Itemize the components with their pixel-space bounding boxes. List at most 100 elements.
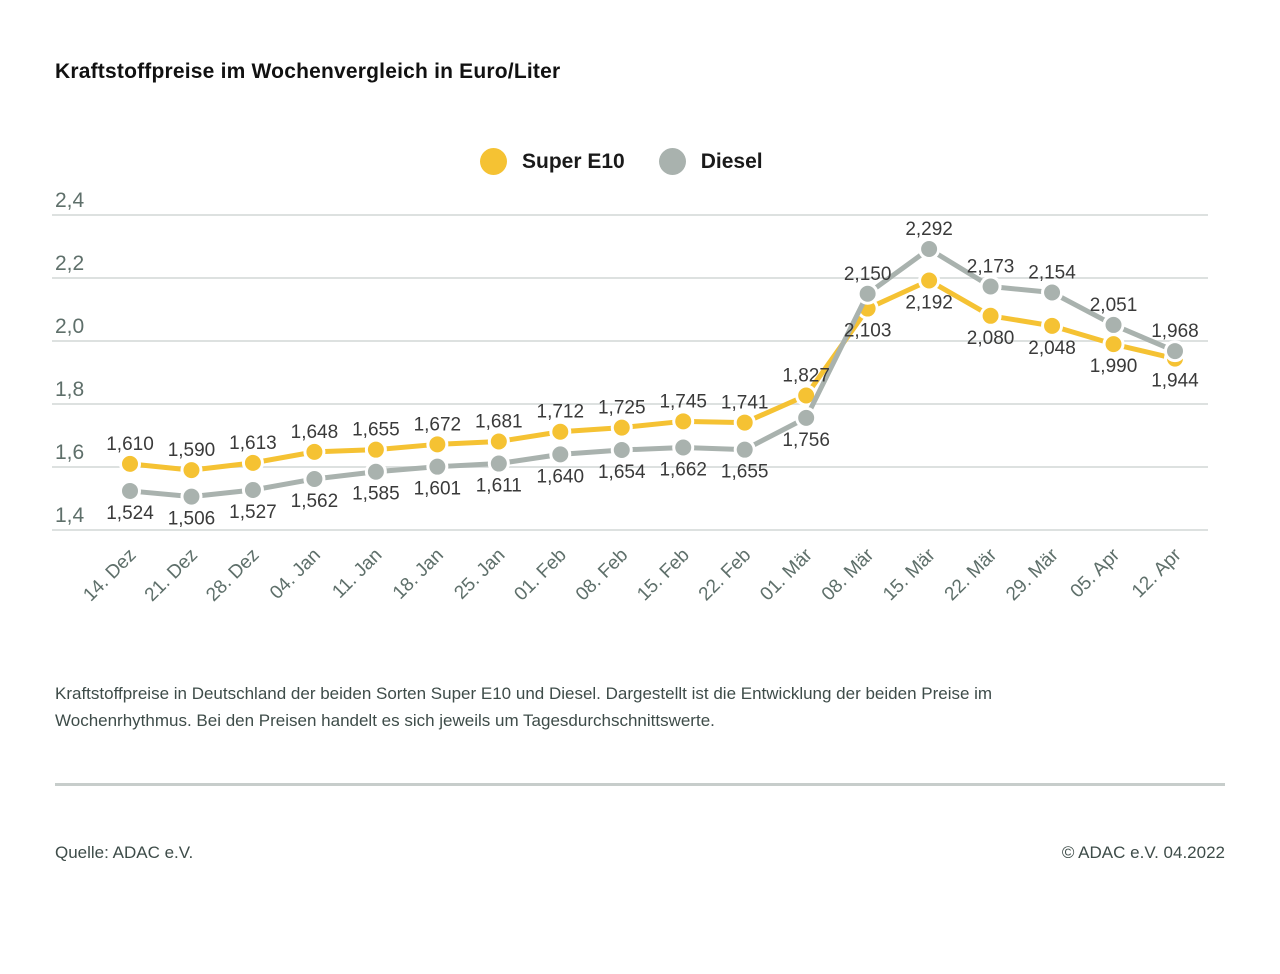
data-point-marker (733, 411, 756, 434)
data-point-marker (364, 438, 387, 461)
data-point-label: 1,681 (475, 411, 523, 432)
data-point-marker (487, 430, 510, 453)
data-point-label: 1,712 (537, 402, 585, 423)
copyright-note: © ADAC e.V. 04.2022 (1061, 843, 1225, 862)
x-axis-tick-label: 22. Mär (941, 544, 1002, 605)
x-axis-tick-label: 14. Dez (79, 545, 140, 606)
data-point-label: 1,745 (659, 391, 707, 412)
data-point-marker (549, 443, 572, 466)
caption-line-1: Kraftstoffpreise in Deutschland der beid… (55, 684, 993, 703)
data-point-marker (1041, 281, 1064, 304)
data-point-marker (241, 451, 264, 474)
x-axis-tick-label: 05. Apr (1067, 544, 1125, 602)
data-point-label: 2,192 (905, 293, 953, 314)
chart-caption: Kraftstoffpreise in Deutschland der beid… (55, 680, 1185, 734)
y-axis-tick-label: 1,6 (55, 441, 84, 464)
series-line (127, 246, 1178, 500)
data-point-marker (487, 452, 510, 475)
data-point-marker (918, 269, 941, 292)
legend-label-diesel: Diesel (700, 149, 763, 173)
data-point-marker (1102, 313, 1125, 336)
data-point-label: 2,080 (967, 328, 1015, 349)
data-point-label: 1,968 (1151, 321, 1199, 342)
x-axis-tick-label: 01. Mär (756, 544, 817, 605)
data-point-label: 2,051 (1090, 295, 1138, 316)
data-point-marker (119, 452, 141, 475)
data-point-marker (979, 275, 1002, 298)
data-point-marker (241, 478, 264, 501)
data-point-label: 2,154 (1028, 262, 1076, 283)
y-axis-tick-label: 2,2 (55, 252, 84, 275)
data-point-marker (180, 485, 203, 508)
data-point-marker (426, 455, 449, 478)
data-point-label: 1,640 (537, 466, 585, 487)
data-point-label: 1,611 (476, 476, 522, 497)
data-point-label: 2,292 (905, 219, 953, 240)
data-point-label: 1,527 (229, 502, 277, 523)
x-axis-tick-label: 04. Jan (266, 545, 325, 604)
legend-item-super-e10: Super E10 (480, 148, 625, 175)
x-axis-tick-label: 01. Feb (510, 545, 570, 605)
legend-label-super-e10: Super E10 (522, 149, 625, 173)
data-point-label: 1,944 (1151, 371, 1199, 392)
fuel-price-line-chart: 2,42,22,01,81,61,414. Dez 21. Dez 28. Dez 0… (52, 189, 1208, 606)
data-point-label: 1,613 (229, 433, 277, 454)
data-point-marker (119, 479, 141, 502)
data-point-label: 1,562 (291, 491, 339, 512)
data-point-label: 1,506 (168, 509, 216, 530)
y-axis-tick-label: 2,0 (55, 315, 84, 338)
x-axis-tick-label: 21. Dez (141, 545, 202, 606)
data-point-marker (1163, 340, 1186, 363)
data-point-label: 1,662 (659, 459, 707, 480)
data-point-label: 1,756 (782, 430, 830, 451)
data-point-label: 2,048 (1028, 338, 1076, 359)
data-point-label: 1,524 (106, 503, 154, 524)
data-point-label: 1,654 (598, 462, 646, 483)
page-title: Kraftstoffpreise im Wochenvergleich in E… (55, 60, 561, 83)
source-note: Quelle: ADAC e.V. (55, 843, 194, 862)
data-point-label: 1,648 (291, 422, 339, 443)
x-axis-tick-label: 15. Mär (879, 544, 940, 605)
x-axis-tick-label: 29. Mär (1002, 544, 1063, 605)
data-point-label: 1,655 (721, 462, 769, 483)
x-axis-tick-label: 08. Feb (572, 545, 632, 605)
data-point-label: 1,990 (1090, 356, 1138, 377)
data-point-marker (672, 436, 695, 459)
data-point-label: 1,741 (721, 393, 769, 414)
super-e10-dot-icon (480, 148, 507, 175)
chart-legend: Super E10 Diesel (480, 148, 763, 175)
x-axis-tick-label: 25. Jan (450, 545, 509, 604)
data-point-marker (303, 440, 326, 463)
data-point-marker (180, 459, 203, 482)
x-axis-tick-label: 08. Mär (818, 544, 879, 605)
data-point-label: 1,827 (782, 365, 830, 386)
data-point-marker (1102, 333, 1125, 356)
data-point-label: 2,103 (844, 321, 892, 342)
data-point-marker (795, 406, 818, 429)
data-point-marker (1041, 314, 1064, 337)
data-point-marker (672, 410, 695, 433)
data-point-label: 1,610 (106, 434, 154, 455)
data-point-marker (426, 433, 449, 456)
data-point-label: 1,672 (414, 414, 462, 435)
x-axis-tick-label: 15. Feb (633, 545, 693, 605)
data-point-marker (610, 416, 633, 439)
data-point-marker (918, 238, 941, 261)
data-point-marker (979, 304, 1002, 327)
data-point-marker (303, 467, 326, 490)
data-point-marker (549, 420, 572, 443)
data-point-marker (733, 438, 756, 461)
legend-item-diesel: Diesel (658, 148, 763, 175)
data-point-label: 2,173 (967, 257, 1015, 278)
footer-divider (55, 783, 1225, 786)
y-axis-tick-label: 1,8 (55, 378, 84, 401)
series-line (127, 278, 1178, 473)
data-point-marker (610, 438, 633, 461)
x-axis-tick-label: 11. Jan (328, 545, 386, 603)
data-point-label: 2,150 (844, 264, 892, 285)
data-point-label: 1,601 (414, 479, 462, 500)
data-point-label: 1,590 (168, 440, 216, 461)
data-point-marker (364, 460, 387, 483)
data-point-label: 1,725 (598, 398, 646, 419)
